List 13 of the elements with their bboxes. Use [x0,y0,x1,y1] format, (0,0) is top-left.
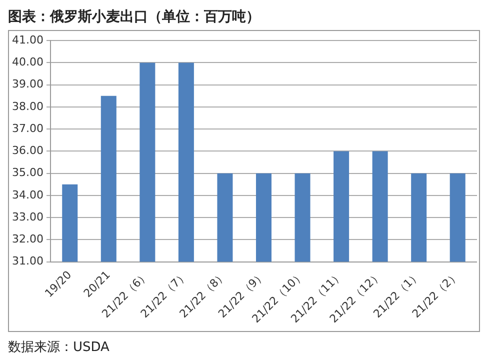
y-tick-label: 33.00 [12,210,44,224]
y-tick-label: 40.00 [12,56,44,69]
y-tick-label: 34.00 [12,188,44,202]
y-tick-label: 39.00 [12,78,44,91]
y-tick-label: 31.00 [12,254,44,268]
y-tick-label: 41.00 [12,33,44,46]
y-tick-label: 37.00 [12,122,44,135]
y-tick-label: 38.00 [12,100,44,113]
y-tick-label: 32.00 [12,232,44,246]
y-tick-label: 35.00 [12,166,44,180]
source-note: 数据来源：USDA [8,339,110,356]
chart-title: 图表：俄罗斯小麦出口（单位：百万吨） [8,8,261,26]
y-tick-label: 36.00 [12,144,44,158]
